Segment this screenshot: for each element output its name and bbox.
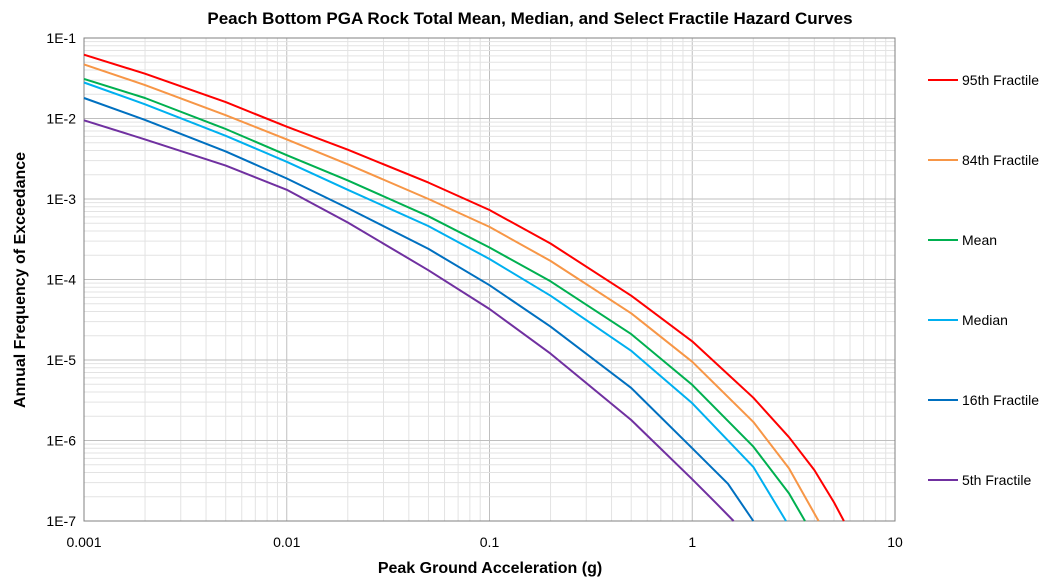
legend-label: Median <box>962 312 1008 328</box>
series-group <box>83 53 845 522</box>
legend-label: Mean <box>962 232 997 248</box>
legend-item: Median <box>928 312 1008 328</box>
series-line-16th-fractile <box>83 97 755 522</box>
y-tick-label: 1E-2 <box>46 111 76 127</box>
x-tick-label: 1 <box>688 534 696 550</box>
y-axis-label: Annual Frequency of Exceedance <box>12 152 29 408</box>
x-tick-label: 0.1 <box>480 534 500 550</box>
legend-item: Mean <box>928 232 997 248</box>
legend-item: 95th Fractile <box>928 72 1039 88</box>
x-axis-label: Peak Ground Acceleration (g) <box>378 560 602 577</box>
x-tick-label: 0.001 <box>66 534 101 550</box>
legend-label: 16th Fractile <box>962 392 1039 408</box>
chart-title: Peach Bottom PGA Rock Total Mean, Median… <box>207 9 852 28</box>
plot-area <box>83 37 896 522</box>
y-tick-label: 1E-3 <box>46 191 76 207</box>
y-axis-ticks: 1E-1 1E-2 1E-3 1E-4 1E-5 1E-6 1E-7 <box>46 30 76 529</box>
y-tick-label: 1E-5 <box>46 352 76 368</box>
legend-label: 95th Fractile <box>962 72 1039 88</box>
x-tick-label: 0.01 <box>273 534 300 550</box>
legend-item: 84th Fractile <box>928 152 1039 168</box>
series-line-84th-fractile <box>83 63 820 522</box>
series-line-5th-fractile <box>83 119 735 522</box>
y-tick-label: 1E-1 <box>46 30 76 46</box>
series-line-95th-fractile <box>83 53 845 522</box>
series-line-mean <box>83 77 806 522</box>
legend-item: 5th Fractile <box>928 472 1031 488</box>
grid <box>83 38 895 522</box>
x-tick-label: 10 <box>887 534 903 550</box>
y-tick-label: 1E-6 <box>46 433 76 449</box>
x-axis-ticks: 0.001 0.01 0.1 1 10 <box>66 534 903 550</box>
legend-label: 5th Fractile <box>962 472 1031 488</box>
y-tick-label: 1E-4 <box>46 272 76 288</box>
y-tick-label: 1E-7 <box>46 513 76 529</box>
series-line-median <box>83 81 787 522</box>
legend-item: 16th Fractile <box>928 392 1039 408</box>
legend: 95th Fractile 84th Fractile Mean Median 16th… <box>928 72 1039 488</box>
legend-label: 84th Fractile <box>962 152 1039 168</box>
